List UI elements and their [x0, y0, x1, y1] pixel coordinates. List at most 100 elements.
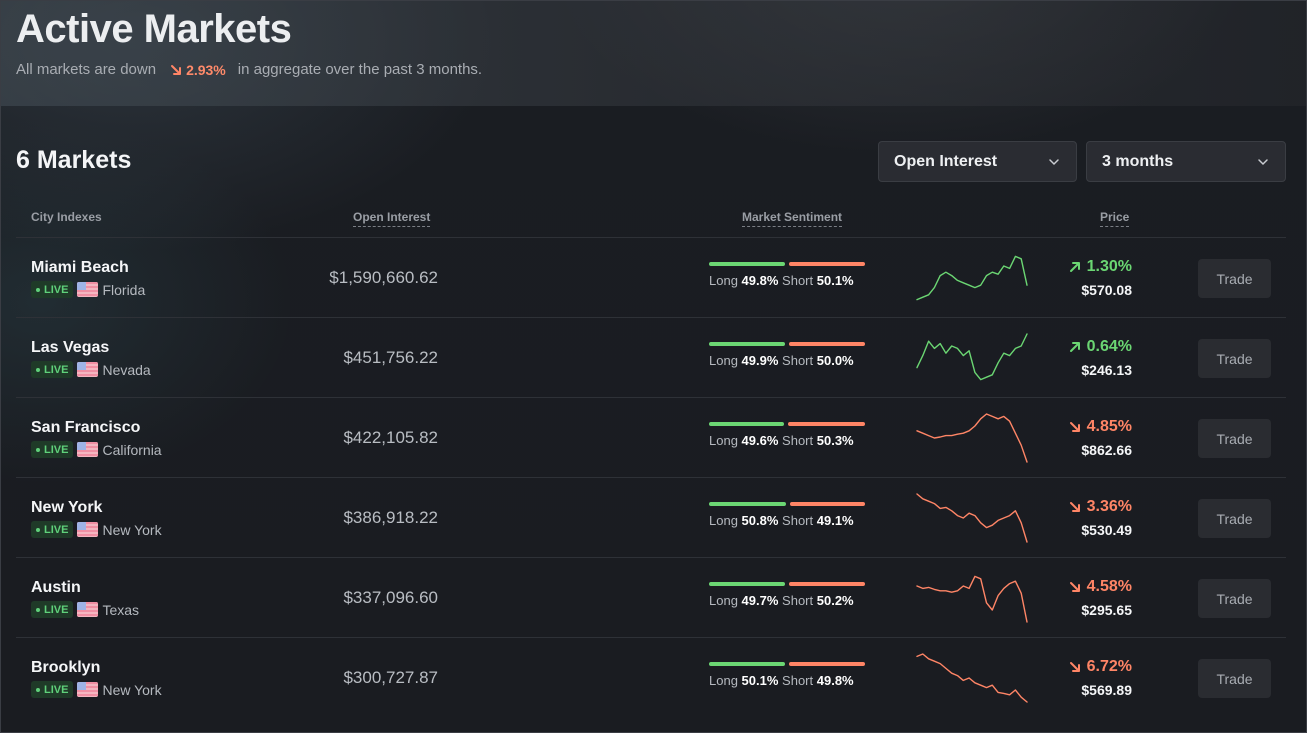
city-meta: LIVE Texas — [31, 601, 139, 618]
short-bar — [788, 422, 865, 426]
table-row[interactable]: Austin LIVE Texas $337,096.60 — [16, 557, 1286, 637]
price-sparkline — [916, 333, 1028, 381]
live-dot-icon — [36, 607, 40, 612]
sparkline-line — [916, 255, 1028, 301]
aggregate-change-value: 2.93% — [186, 61, 226, 78]
live-badge: LIVE — [31, 681, 74, 698]
city-name: New York — [31, 499, 103, 516]
open-interest-value: $451,756.22 — [343, 348, 438, 367]
short-value: 50.3% — [816, 433, 854, 448]
subtitle-suffix: in aggregate over the past 3 months. — [237, 61, 483, 78]
sparkline-line — [916, 653, 1028, 703]
open-interest-value: $422,105.82 — [343, 428, 438, 447]
trade-button[interactable]: Trade — [1198, 419, 1271, 458]
long-value: 50.1% — [741, 673, 779, 688]
city-name: Las Vegas — [31, 339, 110, 356]
live-dot-icon — [36, 367, 40, 372]
city-meta: LIVE California — [31, 441, 162, 458]
state-name: New York — [102, 681, 162, 698]
trend-arrow-icon — [1069, 262, 1080, 272]
price-change: 6.72% — [1069, 658, 1132, 676]
sparkline-line — [916, 333, 1028, 381]
price-change: 3.36% — [1069, 498, 1132, 516]
long-label: Long — [709, 353, 738, 368]
us-flag-icon — [77, 282, 99, 297]
markets-count-title: 6 Markets — [16, 146, 132, 174]
subtitle-prefix: All markets are down — [16, 61, 157, 78]
city-meta: LIVE New York — [31, 521, 162, 538]
sentiment-text: Long 49.6% Short 50.3% — [709, 433, 869, 448]
long-bar — [709, 342, 785, 346]
live-badge: LIVE — [31, 361, 74, 378]
price-change-value: 4.58% — [1086, 578, 1132, 595]
live-dot-icon — [36, 287, 40, 292]
price-value: $570.08 — [1081, 282, 1132, 298]
market-sentiment: Long 49.7% Short 50.2% — [709, 582, 869, 608]
sentiment-text: Long 49.8% Short 50.1% — [709, 273, 869, 288]
chevron-down-icon — [1049, 158, 1059, 165]
live-dot-icon — [36, 527, 40, 532]
short-label: Short — [782, 273, 814, 288]
state-name: Nevada — [102, 361, 151, 378]
table-row[interactable]: Brooklyn LIVE New York $300,727.87 — [16, 637, 1286, 717]
short-value: 50.1% — [816, 273, 854, 288]
long-bar — [709, 662, 785, 666]
trade-button[interactable]: Trade — [1198, 259, 1271, 298]
trade-button[interactable]: Trade — [1198, 499, 1271, 538]
price-change-value: 1.30% — [1086, 258, 1132, 275]
metric-dropdown-value: Open Interest — [894, 152, 998, 170]
open-interest-value: $1,590,660.62 — [329, 268, 438, 287]
us-flag-icon — [77, 522, 99, 537]
markets-table: Miami Beach LIVE Florida $1,590,660.62 — [16, 237, 1286, 717]
period-dropdown[interactable]: 3 months — [1086, 141, 1286, 182]
open-interest-value: $300,727.87 — [343, 668, 438, 687]
long-value: 50.8% — [741, 513, 779, 528]
state-name: California — [102, 441, 162, 458]
us-flag-icon — [77, 362, 99, 377]
sentiment-bars — [709, 342, 869, 346]
city-meta: LIVE Florida — [31, 281, 145, 298]
period-dropdown-value: 3 months — [1102, 152, 1174, 170]
live-dot-icon — [36, 687, 40, 692]
sentiment-text: Long 50.8% Short 49.1% — [709, 513, 869, 528]
short-bar — [789, 262, 865, 266]
short-bar — [789, 342, 865, 346]
long-bar — [709, 502, 786, 506]
sentiment-bars — [709, 262, 869, 266]
live-label: LIVE — [44, 363, 69, 376]
long-label: Long — [709, 513, 738, 528]
trade-button[interactable]: Trade — [1198, 579, 1271, 618]
column-header-sentiment[interactable]: Market Sentiment — [742, 210, 843, 227]
trend-arrow-icon — [1069, 662, 1080, 672]
price-value: $862.66 — [1081, 442, 1132, 458]
table-row[interactable]: Las Vegas LIVE Nevada $451,756.22 — [16, 317, 1286, 397]
sparkline-line — [916, 413, 1028, 463]
live-badge: LIVE — [31, 281, 74, 298]
aggregate-change-badge: 2.93% — [170, 62, 226, 78]
short-label: Short — [782, 433, 814, 448]
live-badge: LIVE — [31, 441, 74, 458]
price-change-value: 0.64% — [1086, 338, 1132, 355]
table-row[interactable]: Miami Beach LIVE Florida $1,590,660.62 — [16, 237, 1286, 317]
live-label: LIVE — [44, 523, 69, 536]
price-change-value: 4.85% — [1086, 418, 1132, 435]
column-header-price[interactable]: Price — [1100, 210, 1130, 227]
sparkline-line — [916, 493, 1028, 543]
price-change: 1.30% — [1069, 258, 1132, 276]
long-value: 49.8% — [741, 273, 779, 288]
sentiment-text: Long 50.1% Short 49.8% — [709, 673, 869, 688]
short-value: 49.1% — [816, 513, 854, 528]
metric-dropdown[interactable]: Open Interest — [878, 141, 1077, 182]
column-header-open-interest[interactable]: Open Interest — [353, 210, 431, 227]
trade-button[interactable]: Trade — [1198, 339, 1271, 378]
trade-button[interactable]: Trade — [1198, 659, 1271, 698]
market-sentiment: Long 50.1% Short 49.8% — [709, 662, 869, 688]
long-value: 49.9% — [741, 353, 779, 368]
long-bar — [709, 422, 784, 426]
live-badge: LIVE — [31, 521, 74, 538]
table-row[interactable]: San Francisco LIVE California $422,105.8… — [16, 397, 1286, 477]
table-row[interactable]: New York LIVE New York $386,918.22 — [16, 477, 1286, 557]
sentiment-text: Long 49.7% Short 50.2% — [709, 593, 869, 608]
sentiment-bars — [709, 662, 869, 666]
hero-subtitle: All markets are down 2.93% in aggregate … — [16, 61, 482, 78]
